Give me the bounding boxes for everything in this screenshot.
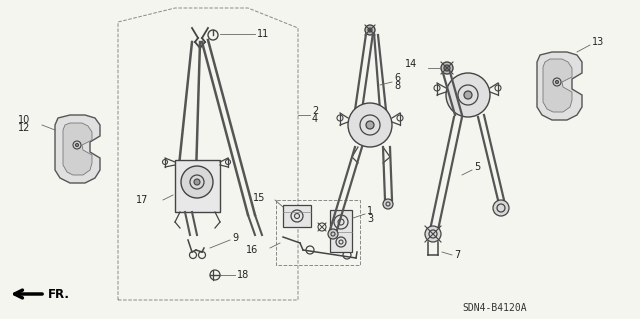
Circle shape [383,199,393,209]
Circle shape [365,25,375,35]
Circle shape [493,200,509,216]
Text: 16: 16 [246,245,258,255]
Text: FR.: FR. [48,287,70,300]
Circle shape [348,103,392,147]
Text: 4: 4 [312,114,318,124]
Circle shape [181,166,213,198]
Text: 11: 11 [257,29,269,39]
Text: 15: 15 [253,193,265,203]
Bar [175,160,220,212]
Circle shape [328,229,338,239]
Circle shape [556,80,559,84]
Text: 13: 13 [592,37,604,47]
Text: 1: 1 [367,206,373,216]
Text: 12: 12 [18,123,30,133]
Polygon shape [63,123,92,175]
Text: 7: 7 [454,250,460,260]
Text: 10: 10 [18,115,30,125]
Polygon shape [537,52,582,120]
Polygon shape [55,115,100,183]
Circle shape [446,73,490,117]
Text: SDN4-B4120A: SDN4-B4120A [462,303,527,313]
Text: 2: 2 [312,106,318,116]
Circle shape [366,121,374,129]
Circle shape [444,65,450,71]
Circle shape [194,179,200,185]
Polygon shape [543,59,572,112]
Circle shape [441,62,453,74]
Text: 6: 6 [394,73,400,83]
Text: 18: 18 [237,270,249,280]
Text: 5: 5 [474,162,480,172]
Circle shape [425,226,441,242]
Text: 14: 14 [405,59,417,69]
Circle shape [368,28,372,32]
Bar [330,210,352,252]
Circle shape [464,91,472,99]
Text: 3: 3 [367,214,373,224]
Circle shape [76,144,79,146]
Text: 9: 9 [232,233,238,243]
Text: 17: 17 [136,195,148,205]
Text: 8: 8 [394,81,400,91]
Bar [283,205,311,227]
